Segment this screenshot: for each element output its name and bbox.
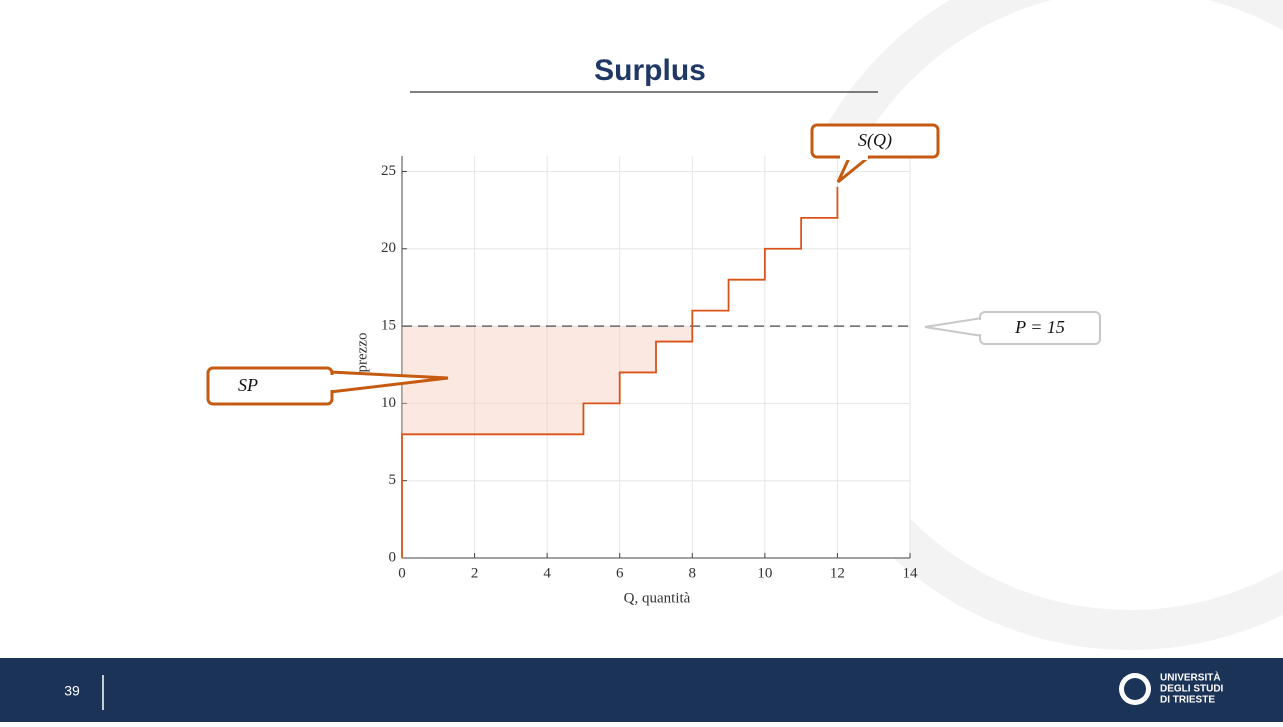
x-axis-label: Q, quantità	[624, 590, 691, 606]
logo-seal	[1124, 678, 1146, 700]
callout: P = 15	[924, 311, 1101, 345]
plot: 0 2 4 6 8 10 12 14 0 5 10 15 20 25	[381, 156, 918, 581]
x-tick-label: 2	[471, 565, 479, 581]
slide-title: Surplus	[594, 54, 706, 87]
callout-text: P = 15	[1014, 317, 1065, 337]
logo-text: DI TRIESTE	[1160, 695, 1215, 706]
callout-text: S(Q)	[858, 130, 892, 151]
y-tick-label: 10	[381, 395, 396, 411]
x-tick-label: 6	[616, 565, 624, 581]
x-tick-label: 0	[398, 565, 406, 581]
y-tick-label: 5	[389, 472, 397, 488]
x-tick-label: 14	[903, 565, 919, 581]
page-number: 39	[64, 683, 80, 699]
y-tick-label: 20	[381, 240, 396, 256]
x-tick-label: 12	[830, 565, 845, 581]
y-tick-label: 25	[381, 163, 396, 179]
footer-bar	[0, 658, 1283, 722]
x-tick-label: 8	[689, 565, 697, 581]
callout: S(Q)	[810, 123, 940, 184]
y-tick-label: 15	[381, 318, 396, 334]
logo-text: UNIVERSITÀ	[1160, 671, 1221, 684]
logo-text: DEGLI STUDI	[1160, 684, 1224, 695]
x-tick-label: 10	[757, 565, 772, 581]
supply-curve	[401, 186, 839, 558]
x-tick-label: 4	[543, 565, 551, 581]
y-tick-label: 0	[389, 549, 397, 565]
callout: SP	[206, 366, 449, 406]
callout-text: SP	[238, 375, 258, 395]
